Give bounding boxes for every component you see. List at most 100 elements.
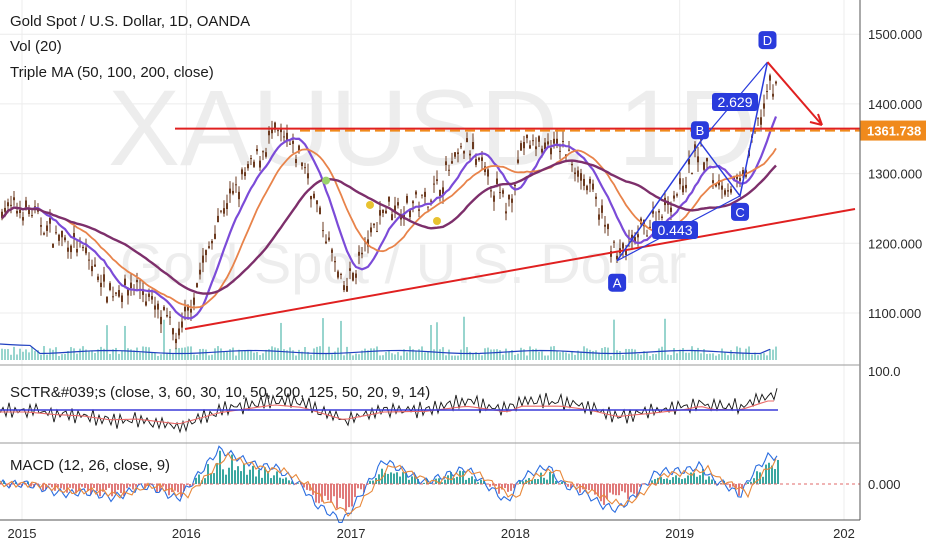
volume-bar — [637, 354, 639, 360]
ratio-bd: 2.629 — [717, 94, 752, 110]
macd-histogram-bar — [69, 484, 71, 488]
volume-bar — [388, 350, 390, 360]
candle-body — [697, 156, 699, 162]
candle-body — [196, 283, 198, 287]
volume-bar — [259, 355, 261, 360]
candle-body — [541, 149, 543, 153]
candle-body — [487, 169, 489, 176]
candle-body — [766, 91, 768, 92]
volume-bar — [232, 348, 234, 360]
volume-bar — [568, 354, 570, 360]
candle-body — [319, 208, 321, 215]
volume-bar — [553, 346, 555, 360]
volume-bar — [1, 349, 3, 360]
volume-bar — [394, 354, 396, 360]
candle-body — [214, 234, 216, 239]
candle-body — [370, 227, 372, 232]
volume-bar — [31, 347, 33, 360]
candle-body — [322, 230, 324, 231]
volume-bar — [7, 349, 9, 360]
volume-bar — [145, 347, 147, 360]
macd-histogram-bar — [84, 484, 86, 488]
volume-bar — [76, 354, 78, 360]
candle-body — [706, 158, 708, 161]
volume-bar — [265, 350, 267, 360]
volume-bar — [202, 349, 204, 360]
macd-histogram-bar — [339, 484, 341, 498]
volume-bar — [244, 351, 246, 360]
macd-histogram-bar — [693, 473, 695, 484]
volume-legend: Vol (20) — [10, 38, 62, 55]
candle-body — [223, 208, 225, 213]
candle-body — [505, 211, 507, 213]
candle-body — [325, 242, 327, 244]
sctr-legend: SCTR&#039;s (close, 3, 60, 30, 10, 50, 2… — [10, 384, 430, 401]
candle-body — [685, 185, 687, 188]
volume-bar — [295, 356, 297, 360]
macd-histogram-bar — [369, 481, 371, 484]
candle-body — [661, 217, 663, 218]
candle-body — [346, 286, 348, 292]
volume-bar — [670, 355, 672, 360]
volume-bar — [223, 351, 225, 360]
volume-bar — [484, 348, 486, 360]
volume-bar — [502, 355, 504, 360]
volume-bar — [118, 354, 120, 360]
macd-histogram-bar — [588, 484, 590, 490]
candle-body — [448, 170, 450, 171]
macd-histogram-bar — [696, 477, 698, 484]
volume-bar — [127, 348, 129, 360]
candle-body — [679, 178, 681, 184]
candle-body — [559, 151, 561, 152]
volume-bar — [391, 353, 393, 360]
candle-body — [118, 290, 120, 297]
volume-bar — [91, 350, 93, 360]
candle-body — [175, 339, 177, 343]
candle-body — [415, 192, 417, 195]
volume-bar — [685, 353, 687, 360]
macd-histogram-bar — [459, 471, 461, 484]
pattern-point-d: D — [763, 33, 772, 48]
volume-bar — [196, 355, 198, 360]
candle-body — [283, 136, 285, 137]
candle-body — [235, 184, 237, 185]
volume-bar — [649, 356, 651, 360]
candle-body — [547, 141, 549, 144]
candle-body — [64, 237, 66, 240]
volume-bar — [364, 349, 366, 360]
macd-histogram-bar — [261, 478, 263, 484]
volume-bar — [25, 349, 27, 360]
macd-histogram-bar — [135, 484, 137, 487]
macd-histogram-bar — [234, 470, 236, 484]
candle-body — [67, 248, 69, 252]
volume-bar — [409, 346, 411, 360]
macd-legend: MACD (12, 26, close, 9) — [10, 457, 170, 474]
candle-body — [670, 208, 672, 212]
macd-histogram-bar — [120, 484, 122, 493]
candle-body — [262, 151, 264, 152]
volume-bar — [148, 347, 150, 360]
volume-bar — [679, 350, 681, 360]
candle-body — [373, 223, 375, 225]
macd-histogram-bar — [552, 474, 554, 484]
volume-bar — [610, 356, 612, 360]
volume-bar — [70, 347, 72, 360]
volume-bar — [262, 353, 264, 360]
candle-body — [127, 289, 129, 295]
candle-body — [148, 294, 150, 297]
candle-body — [130, 283, 132, 288]
candle-body — [253, 162, 255, 167]
volume-bar — [94, 353, 96, 360]
macd-histogram-bar — [372, 481, 374, 484]
volume-bar — [775, 347, 777, 360]
candle-body — [190, 309, 192, 313]
macd-histogram-bar — [399, 477, 401, 484]
macd-histogram-bar — [255, 476, 257, 484]
candle-body — [682, 186, 684, 193]
volume-bar — [421, 346, 423, 360]
volume-bar — [724, 352, 726, 360]
macd-histogram-bar — [546, 480, 548, 484]
candle-body — [358, 252, 360, 256]
macd-histogram-bar — [276, 471, 278, 484]
